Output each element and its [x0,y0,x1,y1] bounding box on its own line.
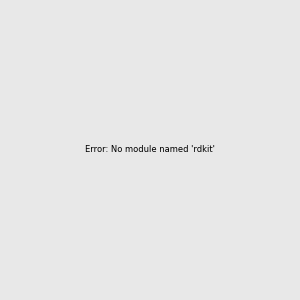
Text: Error: No module named 'rdkit': Error: No module named 'rdkit' [85,146,215,154]
